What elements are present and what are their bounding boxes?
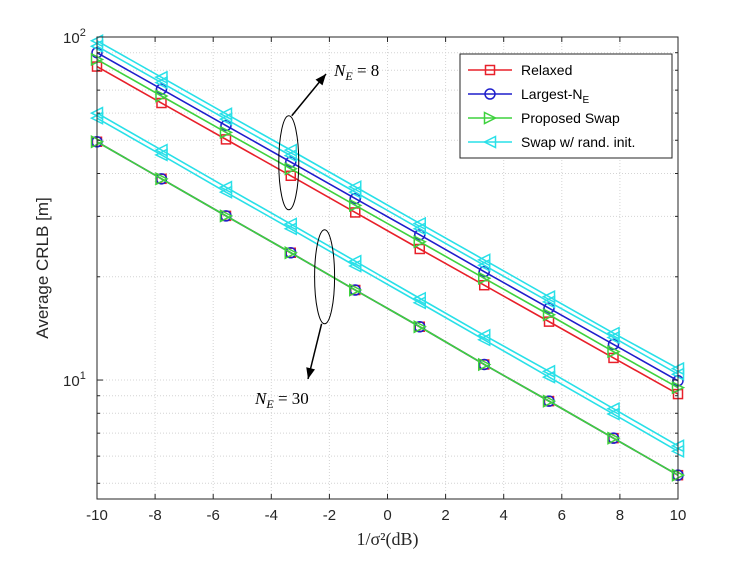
data-point — [218, 107, 233, 121]
data-point — [542, 394, 557, 408]
series-layer — [89, 34, 686, 482]
legend-marker — [484, 64, 496, 76]
data-point — [478, 265, 490, 278]
y-tick-label: 101 — [63, 370, 86, 390]
data-point — [542, 308, 557, 322]
series-swap-w-rand-init--ne30-b — [89, 106, 685, 453]
series-proposed-swap-ne30 — [90, 135, 686, 482]
y-axis-label: Average CRLB [m] — [33, 197, 52, 338]
data-point — [413, 235, 427, 249]
annotation-ne8-ellipse — [278, 115, 300, 211]
annotations: NE = 8 NE = 30 — [254, 61, 379, 411]
annotation-ne8-arrow-head — [315, 74, 326, 86]
y-tick-label: 102 — [63, 27, 86, 47]
data-point — [283, 217, 298, 231]
data-point — [608, 352, 619, 364]
x-tick-label: 2 — [441, 507, 449, 524]
legend-label: Relaxed — [521, 62, 572, 78]
data-point — [285, 156, 297, 168]
series-relaxed-ne8 — [91, 61, 684, 400]
data-point — [607, 431, 621, 445]
legend-marker — [482, 135, 497, 149]
x-tick-label: -2 — [323, 507, 336, 524]
series-line — [96, 65, 679, 395]
data-point — [349, 192, 362, 205]
data-point — [349, 198, 363, 213]
legend-label: Swap w/ rand. init. — [521, 134, 635, 150]
data-point — [606, 401, 620, 416]
legend: Relaxed Largest-NE Proposed Swap Swap w/ ra… — [459, 53, 673, 159]
annotation-ne30-label: NE = 30 — [254, 389, 309, 411]
data-point — [477, 271, 492, 285]
series-line — [96, 45, 679, 375]
data-point — [154, 70, 168, 85]
data-point — [413, 320, 427, 334]
x-tick-label: -6 — [207, 507, 220, 524]
data-point — [219, 209, 234, 223]
series-line — [96, 117, 679, 452]
x-tick-label: 10 — [670, 507, 687, 524]
data-point — [412, 291, 426, 306]
x-tick-label: -10 — [86, 507, 108, 524]
data-point — [543, 302, 555, 314]
data-point — [607, 344, 621, 359]
data-point — [218, 180, 233, 194]
data-point — [348, 180, 362, 194]
legend-item-largest-n: Largest-NE — [468, 86, 589, 106]
legend-item-proposed-swap: Proposed Swap — [468, 110, 620, 126]
data-point — [219, 125, 234, 140]
data-point — [348, 254, 362, 268]
data-point — [155, 172, 169, 186]
data-point — [477, 253, 491, 267]
legend-marker — [483, 111, 498, 125]
data-point — [477, 328, 491, 343]
x-axis-label: 1/σ²(dB) — [356, 529, 418, 550]
series-line — [96, 51, 679, 382]
data-point — [477, 357, 492, 372]
x-tick-label: -8 — [148, 507, 161, 524]
data-point — [284, 162, 298, 176]
data-point — [349, 283, 363, 297]
x-tick-label: -4 — [265, 507, 278, 524]
x-tick-label: 0 — [383, 507, 391, 524]
annotation-ne8-label: NE = 8 — [333, 61, 379, 83]
legend-label: Proposed Swap — [521, 110, 620, 126]
data-point — [284, 246, 298, 260]
data-point — [541, 364, 556, 379]
data-point — [220, 119, 232, 132]
data-point — [541, 289, 556, 304]
grid — [97, 37, 678, 499]
series-line — [96, 58, 679, 389]
series-line — [96, 112, 679, 447]
annotation-ne30-ellipse — [314, 229, 336, 325]
x-tick-label: 4 — [500, 507, 508, 524]
data-point — [283, 143, 298, 157]
legend-item-swap-w-rand-init-: Swap w/ rand. init. — [468, 134, 635, 150]
ticks: -10 -8 -6 -4 -2 0 2 4 6 8 10 101 102 — [63, 27, 686, 524]
x-tick-label: 8 — [616, 507, 624, 524]
data-point — [412, 216, 426, 231]
data-point — [606, 326, 620, 340]
series-line — [96, 141, 679, 476]
data-point — [155, 89, 169, 103]
series-proposed-swap-ne8 — [90, 52, 686, 395]
annotation-ne30-arrow-head — [306, 367, 315, 379]
series-line — [96, 40, 679, 370]
x-tick-label: 6 — [558, 507, 566, 524]
data-point — [154, 143, 168, 157]
legend-label: Largest-NE — [521, 86, 589, 106]
legend-item-relaxed: Relaxed — [468, 62, 572, 78]
legend-marker — [484, 88, 496, 100]
